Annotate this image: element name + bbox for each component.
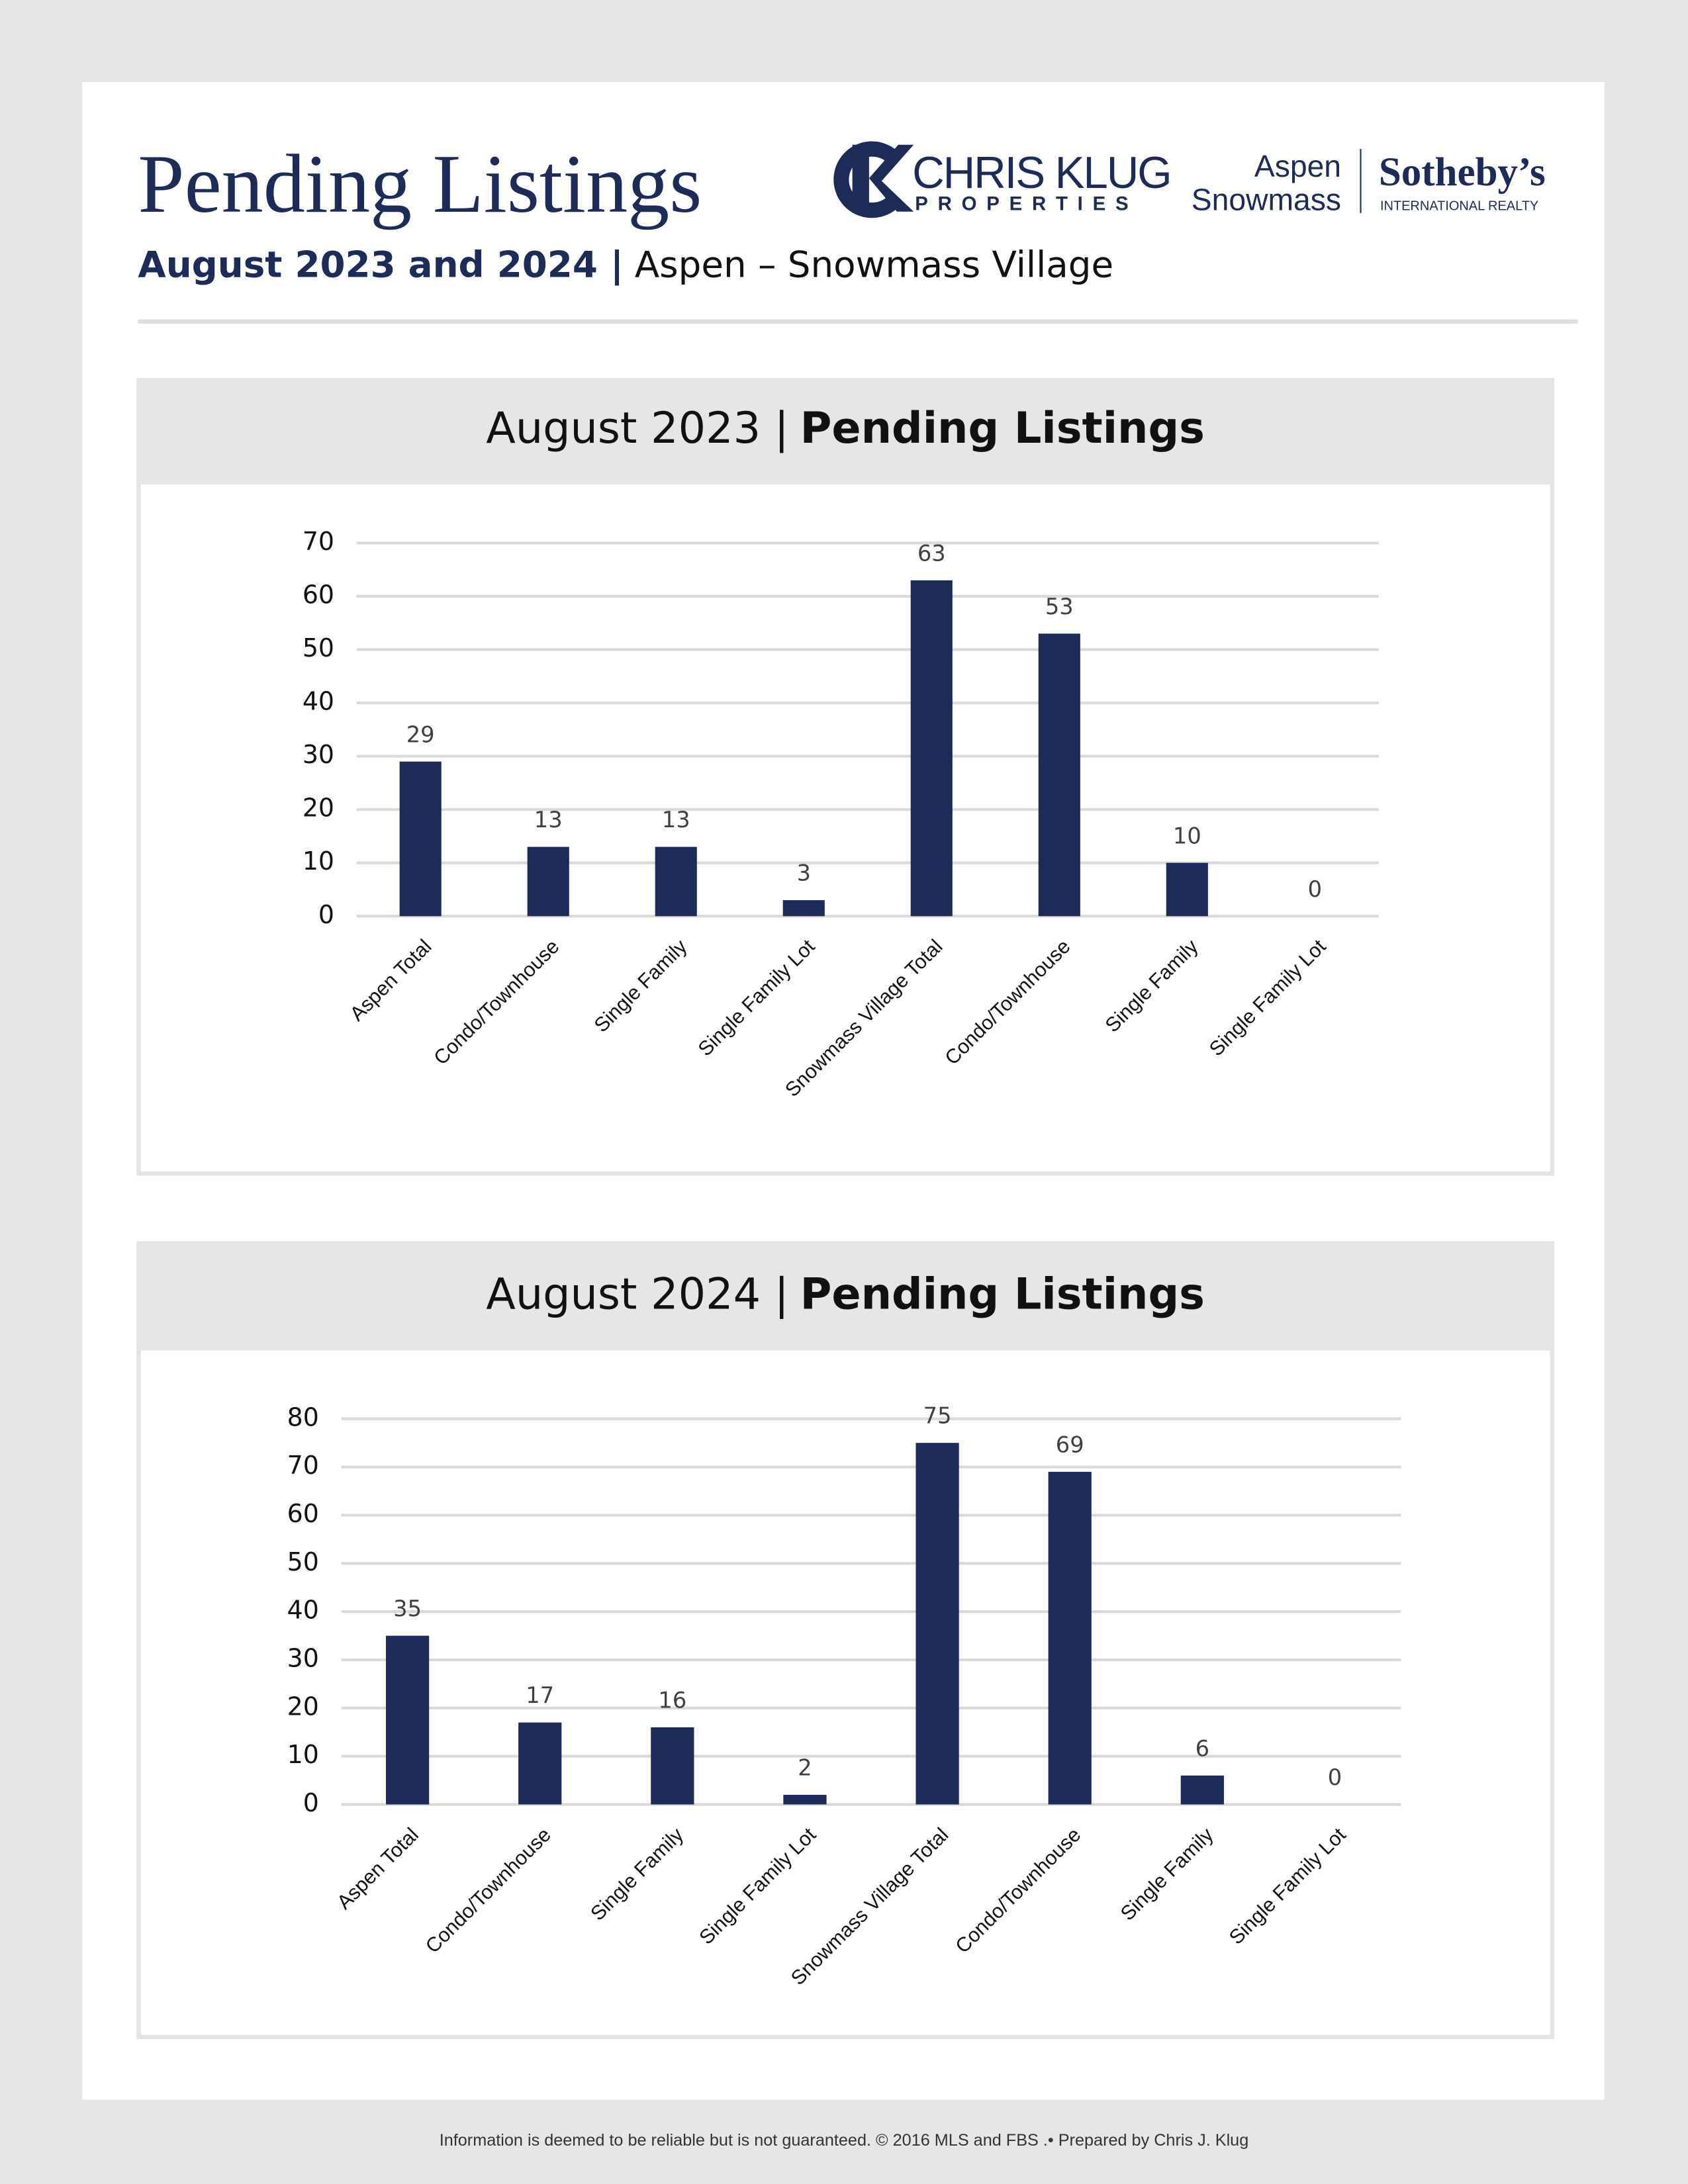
subtitle-bold: August 2023 and 2024 | (138, 244, 624, 287)
bar (910, 580, 953, 917)
y-tick-label: 70 (287, 1451, 319, 1480)
value-label: 6 (1196, 1735, 1209, 1761)
logo-line2: Snowmass (1192, 183, 1341, 217)
logo-brand: Sotheby’s (1379, 150, 1546, 195)
value-label: 75 (923, 1403, 952, 1429)
value-label: 10 (1173, 823, 1201, 848)
value-label: 0 (1328, 1764, 1342, 1790)
y-tick-label: 40 (287, 1596, 319, 1625)
bar (1180, 1775, 1224, 1805)
value-label: 3 (797, 860, 811, 886)
y-tick-label: 30 (287, 1643, 319, 1672)
footer: Information is deemed to be reliable but… (440, 2131, 1249, 2150)
y-tick-label: 20 (303, 794, 334, 823)
y-tick-label: 0 (303, 1788, 319, 1817)
logo-brand-sub: INTERNATIONAL REALTY (1380, 199, 1538, 214)
y-tick-label: 70 (303, 527, 334, 556)
value-label: 0 (1308, 876, 1322, 902)
y-tick-label: 0 (318, 900, 334, 929)
y-tick-label: 60 (287, 1499, 319, 1528)
value-label: 2 (798, 1754, 812, 1780)
chart-title-name: Pending Listings (800, 403, 1205, 453)
y-tick-label: 60 (303, 580, 334, 610)
chart-frame (136, 1241, 1554, 2039)
bar (385, 1635, 430, 1805)
value-label: 29 (406, 721, 435, 747)
chart: August 2023 | Pending Listings01020304050… (136, 378, 1554, 1176)
y-tick-label: 50 (303, 633, 334, 662)
chart: August 2024 | Pending Listings01020304050… (136, 1241, 1554, 2039)
y-tick-label: 40 (303, 687, 334, 716)
logo-tagline: PROPERTIES (915, 193, 1138, 215)
chris-klug-logo: CHRIS KLUG PROPERTIES (833, 141, 1172, 218)
bar (1048, 1471, 1092, 1805)
bar (1166, 862, 1208, 917)
subtitle: August 2023 and 2024 | Aspen – Snowmass V… (138, 244, 1113, 287)
logo-line1: Aspen (1254, 149, 1341, 183)
sothebys-logo: Aspen Snowmass Sotheby’s INTERNATIONAL R… (1192, 149, 1546, 217)
value-label: 13 (534, 807, 563, 833)
bar (1038, 633, 1080, 917)
chart-header (136, 380, 1554, 485)
bar (518, 1722, 562, 1805)
chart-title-name: Pending Listings (800, 1269, 1205, 1320)
value-label: 17 (526, 1682, 554, 1708)
bar (915, 1443, 959, 1805)
y-tick-label: 10 (303, 846, 334, 876)
value-label: 16 (658, 1688, 686, 1713)
logo-c (833, 141, 896, 218)
chart-frame (136, 378, 1554, 1176)
header-rule (138, 319, 1578, 324)
bar (655, 846, 697, 917)
chart-title-period: August 2024 | (486, 1269, 789, 1320)
bar (527, 846, 569, 917)
logo-name: CHRIS KLUG (912, 148, 1170, 198)
logo-k (852, 144, 914, 212)
y-tick-label: 20 (287, 1692, 319, 1721)
value-label: 13 (662, 807, 690, 833)
y-tick-label: 50 (287, 1547, 319, 1576)
y-tick-label: 80 (287, 1402, 319, 1432)
value-label: 53 (1045, 594, 1074, 619)
chart-title-period: August 2023 | (486, 403, 789, 453)
value-label: 69 (1056, 1432, 1084, 1457)
bar (399, 761, 442, 917)
subtitle-place: Aspen – Snowmass Village (635, 244, 1113, 286)
bar (782, 900, 825, 917)
value-label: 63 (917, 540, 946, 566)
chart-title: August 2023 | Pending Listings (486, 403, 1205, 453)
bar (651, 1727, 694, 1805)
page-title: Pending Listings (138, 138, 702, 230)
bar (783, 1794, 827, 1805)
y-tick-label: 10 (287, 1740, 319, 1769)
value-label: 35 (393, 1596, 422, 1621)
y-tick-label: 30 (303, 740, 334, 769)
chart-title: August 2024 | Pending Listings (486, 1269, 1205, 1320)
chart-header (136, 1243, 1554, 1351)
